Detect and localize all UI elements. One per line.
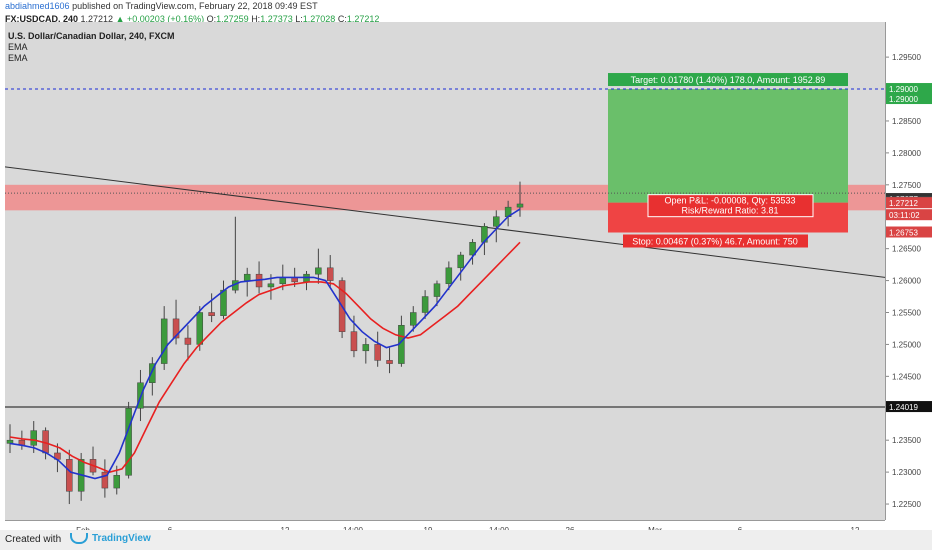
chart-plot-area[interactable]: Target: 0.01780 (1.40%) 178.0, Amount: 1… [5, 22, 885, 520]
price-axis-svg: 1.295001.290001.285001.280001.275001.270… [886, 53, 932, 509]
candle-body [196, 312, 204, 345]
candle-body [516, 203, 524, 208]
price-badge-label: 1.27212 [889, 199, 918, 208]
candle-body [113, 475, 120, 489]
publish-text: published on TradingView.com, February 2… [72, 1, 318, 11]
candle-body [469, 242, 476, 256]
symbol-label: FX:USDCAD, 240 [5, 14, 79, 24]
candle-body [243, 273, 251, 281]
ohlc-info: FX:USDCAD, 240 1.27212 ▲ +0.00203 (+0.16… [5, 14, 379, 24]
candle-body [362, 344, 370, 352]
candle-body [445, 267, 453, 285]
time-axis[interactable]: Feb61214:001914:0026Mar612 [5, 520, 885, 535]
close-label: C: [337, 14, 347, 24]
price-tick-label: 1.24500 [892, 372, 921, 381]
brand-label: TradingView [92, 533, 151, 545]
tradingview-logo-icon [70, 533, 88, 544]
tradingview-brand[interactable]: TradingView [70, 533, 151, 544]
candle-body [149, 363, 156, 383]
legend-ema-1[interactable]: EMA [8, 42, 28, 52]
candle-body [433, 283, 441, 297]
price-tick-label: 1.29500 [892, 53, 921, 62]
price-axis[interactable]: 1.295001.290001.285001.280001.275001.270… [885, 22, 932, 520]
candle-body [220, 289, 227, 316]
price-badge-label: 1.29000 [889, 85, 918, 94]
price-tick-label: 1.25500 [892, 309, 921, 318]
publish-info: abdiahmed1606 published on TradingView.c… [5, 1, 318, 11]
price-badge [886, 401, 932, 413]
ema-slow-line [9, 241, 521, 473]
price-badge-label: 1.26753 [889, 229, 918, 238]
price-badge [886, 197, 932, 209]
pnl-label: Open P&L: -0.00008, Qty: 53533 [664, 196, 795, 206]
candle-body [315, 267, 322, 275]
ema-fast-line [9, 208, 521, 480]
legend-title: U.S. Dollar/Canadian Dollar, 240, FXCM [8, 31, 175, 41]
candle-body [184, 337, 192, 345]
low-value: 1.27028 [302, 14, 336, 24]
trendline [5, 166, 885, 278]
candle-body [66, 459, 73, 492]
price-tick-label: 1.23500 [892, 436, 921, 445]
price-badge [886, 93, 932, 105]
rr-label: Risk/Reward Ratio: 3.81 [681, 206, 778, 216]
candle-body [493, 216, 500, 227]
price-badge-label: 03:11:02 [889, 211, 920, 220]
candle-body [30, 430, 37, 446]
candle-body [125, 408, 132, 476]
target-label: Target: 0.01780 (1.40%) 178.0, Amount: 1… [631, 75, 826, 85]
price-tick-label: 1.22500 [892, 500, 921, 509]
low-label: L: [295, 14, 303, 24]
price-badge-label: 1.24019 [889, 403, 918, 412]
legend-ema-2[interactable]: EMA [8, 53, 28, 63]
candle-body [421, 296, 429, 313]
price-tick-label: 1.23000 [892, 468, 921, 477]
candle-body [267, 283, 275, 288]
price-tick-label: 1.28500 [892, 117, 921, 126]
pnl-label-box [647, 194, 814, 218]
last-price: 1.27212 [80, 14, 114, 24]
price-tick-label: 1.26000 [892, 277, 921, 286]
price-badge [886, 209, 932, 221]
target-zone [608, 89, 848, 203]
candle-body [172, 318, 180, 339]
candle-body [386, 360, 393, 364]
high-label: H: [251, 14, 261, 24]
price-badge [886, 226, 932, 238]
footer: Created with TradingView [0, 530, 932, 550]
close-value: 1.27212 [346, 14, 380, 24]
target-label-box [608, 73, 848, 87]
candle-body [208, 312, 215, 316]
created-with-text: Created with [5, 534, 62, 545]
candle-body [326, 267, 334, 281]
high-value: 1.27373 [260, 14, 293, 24]
candle-body [6, 439, 14, 444]
change-arrow: ▲ [115, 14, 125, 24]
candle-body [410, 312, 417, 326]
price-badge-label: 1.29000 [889, 95, 918, 104]
price-tick-label: 1.27500 [892, 181, 921, 190]
open-value: 1.27259 [216, 14, 249, 24]
candle-body [160, 318, 168, 364]
candle-body [457, 254, 464, 269]
open-label: O: [206, 14, 217, 24]
stop-label: Stop: 0.00467 (0.37%) 46.7, Amount: 750 [632, 237, 798, 247]
candle-body [350, 331, 358, 352]
author-link[interactable]: abdiahmed1606 [5, 1, 70, 11]
candle-body [279, 277, 287, 285]
price-tick-label: 1.26500 [892, 245, 921, 254]
price-tick-label: 1.28000 [892, 149, 921, 158]
candle-body [101, 471, 109, 489]
candle-body [374, 344, 381, 361]
chart-svg[interactable]: Target: 0.01780 (1.40%) 178.0, Amount: 1… [5, 22, 885, 520]
change-value: +0.00203 (+0.16%) [127, 14, 205, 24]
price-badge [886, 83, 932, 95]
stop-label-box [623, 234, 808, 248]
price-tick-label: 1.25000 [892, 340, 921, 349]
chart-legend: U.S. Dollar/Canadian Dollar, 240, FXCM E… [8, 31, 175, 64]
